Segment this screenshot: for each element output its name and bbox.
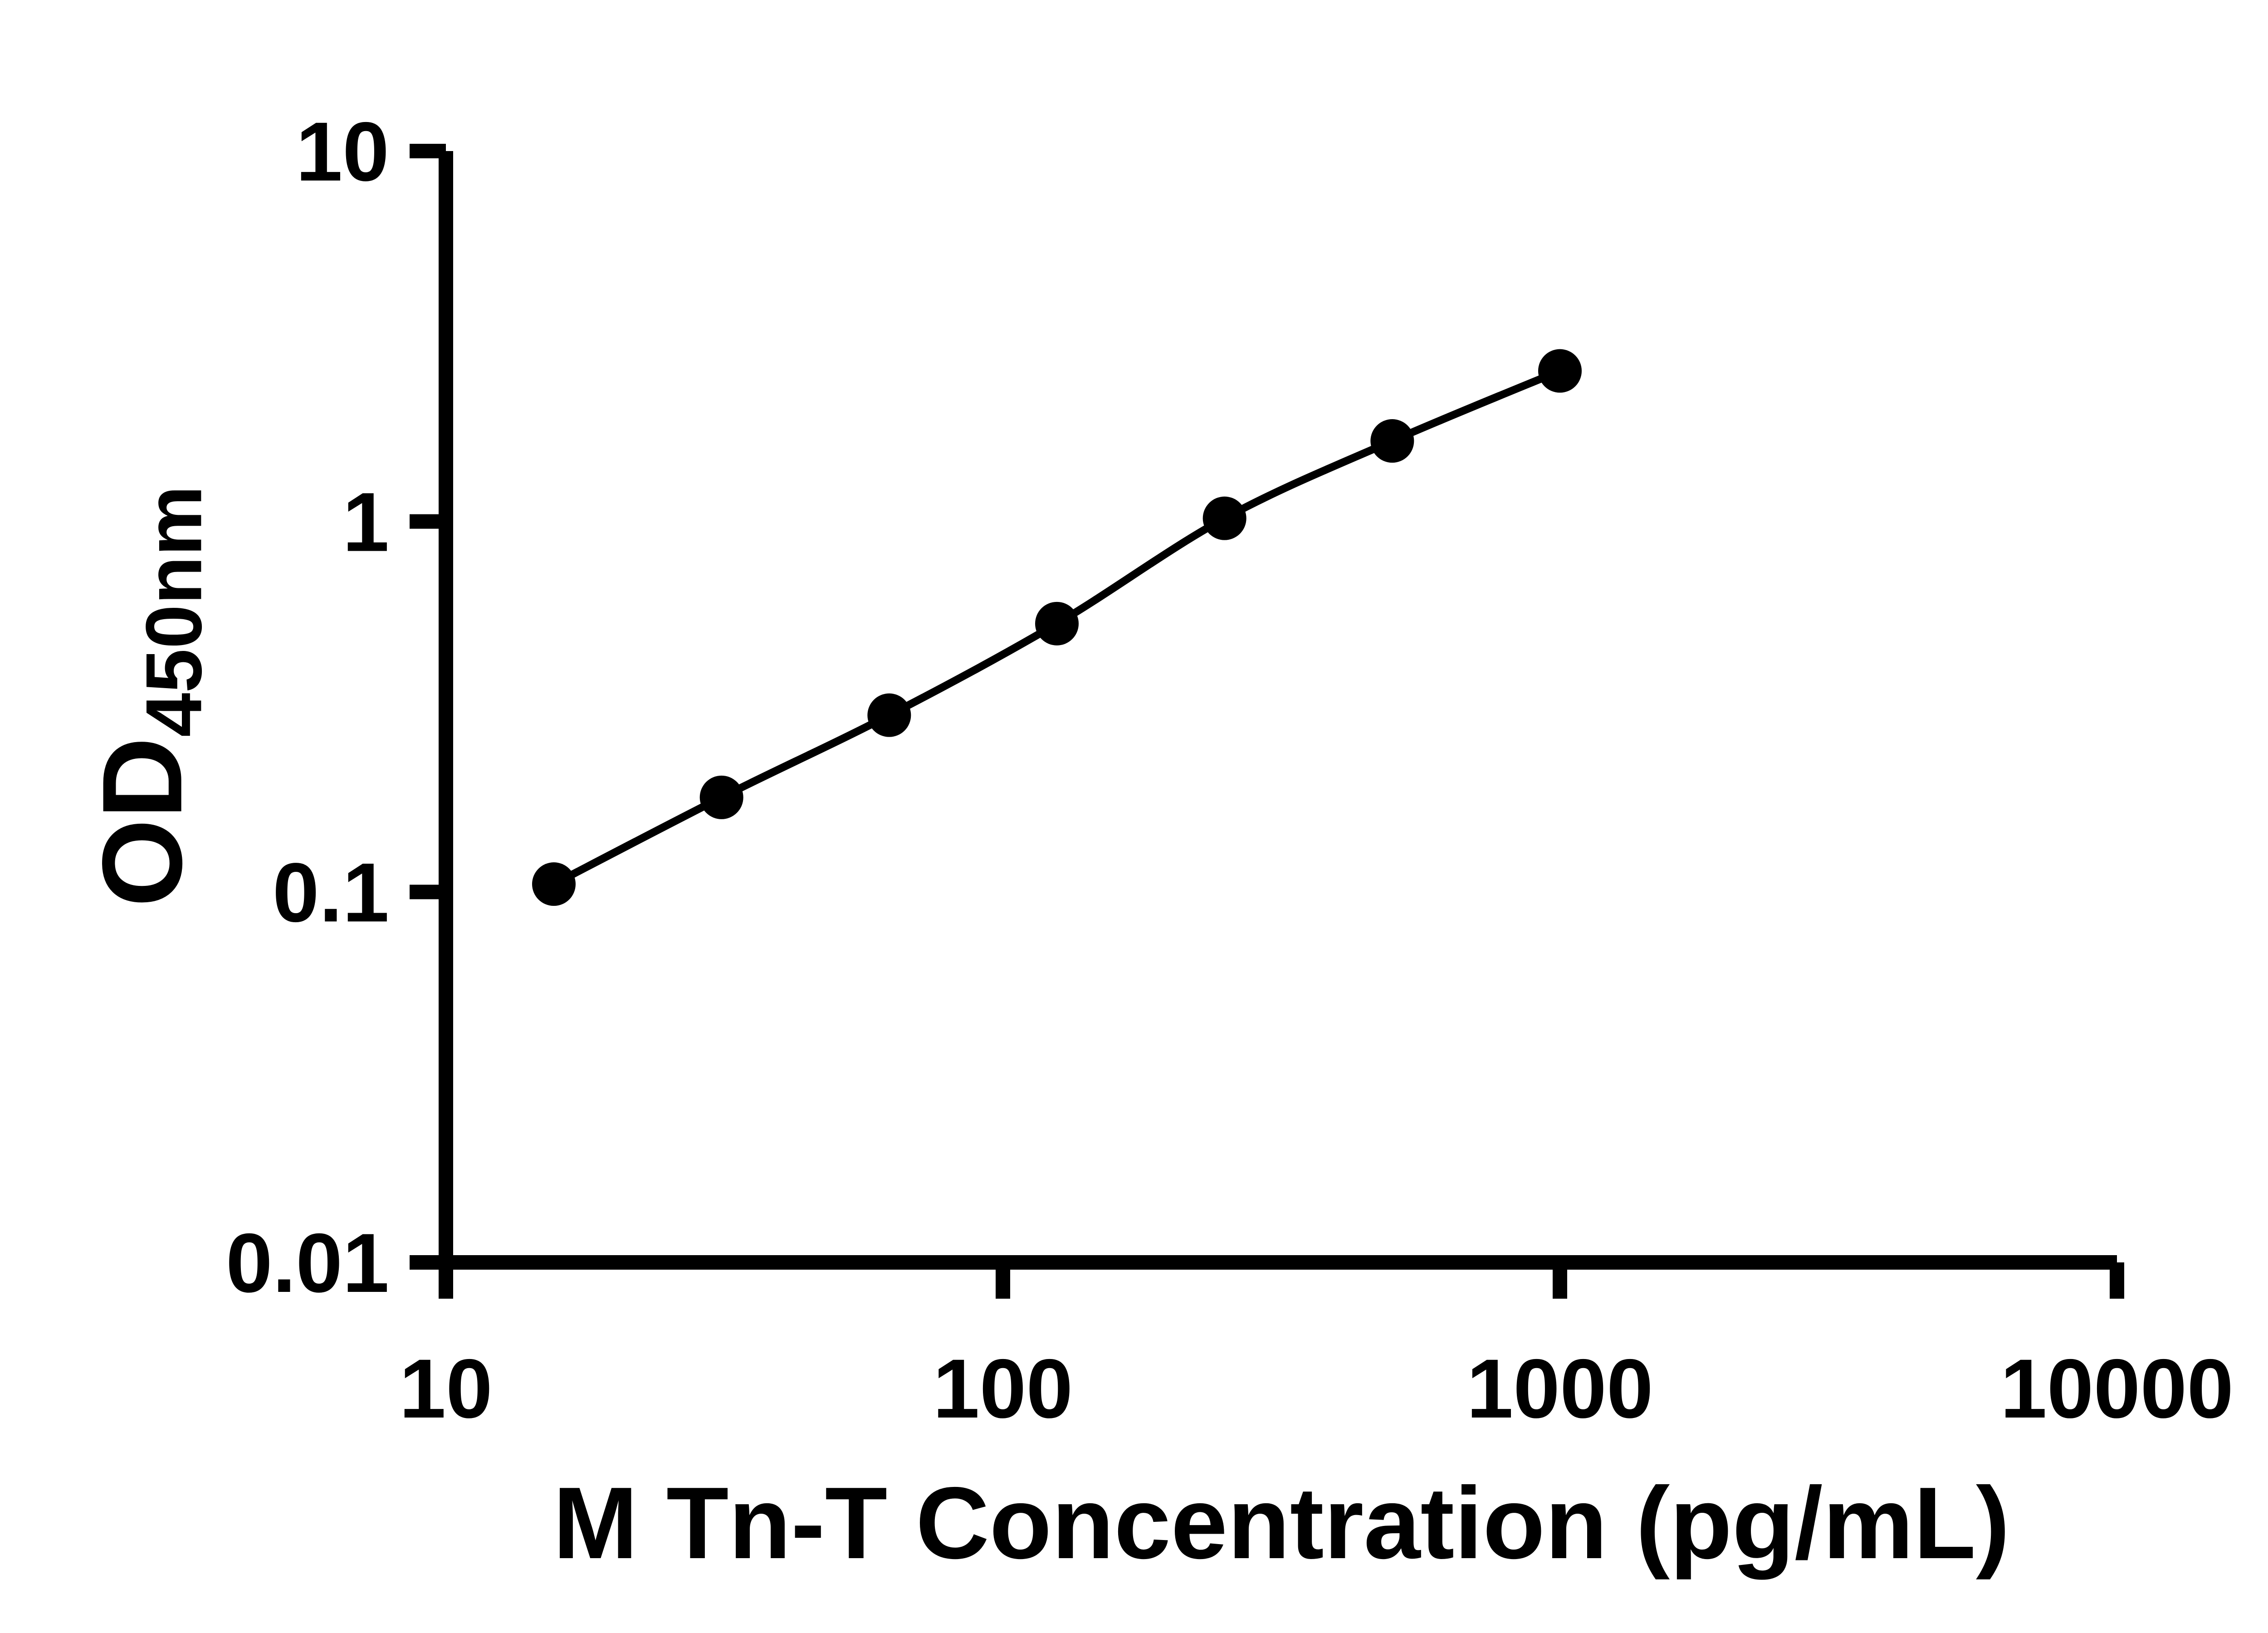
y-tick-label: 1 [342, 476, 389, 569]
x-tick-label: 10 [399, 1342, 493, 1436]
x-tick-label: 1000 [1466, 1342, 1653, 1436]
axis-lines [439, 151, 2117, 1270]
data-point [699, 775, 743, 819]
data-point [1202, 496, 1246, 540]
data-point [1370, 419, 1414, 463]
x-tick-label: 100 [933, 1342, 1073, 1436]
data-point [1035, 601, 1079, 645]
y-tick-label: 0.01 [226, 1217, 389, 1310]
y-axis-title-main: OD [78, 737, 205, 907]
y-tick-label: 0.1 [273, 846, 389, 939]
y-axis-title-subscript: 450nm [130, 485, 219, 737]
data-point [532, 862, 576, 906]
y-tick-label: 10 [296, 105, 389, 199]
data-point [867, 693, 911, 737]
x-tick-label: 10000 [2000, 1342, 2234, 1436]
x-axis-title: M Tn-T Concentration (pg/mL) [553, 1466, 2010, 1580]
data-point [1538, 349, 1582, 393]
y-axis-title: OD450nm [79, 485, 219, 907]
